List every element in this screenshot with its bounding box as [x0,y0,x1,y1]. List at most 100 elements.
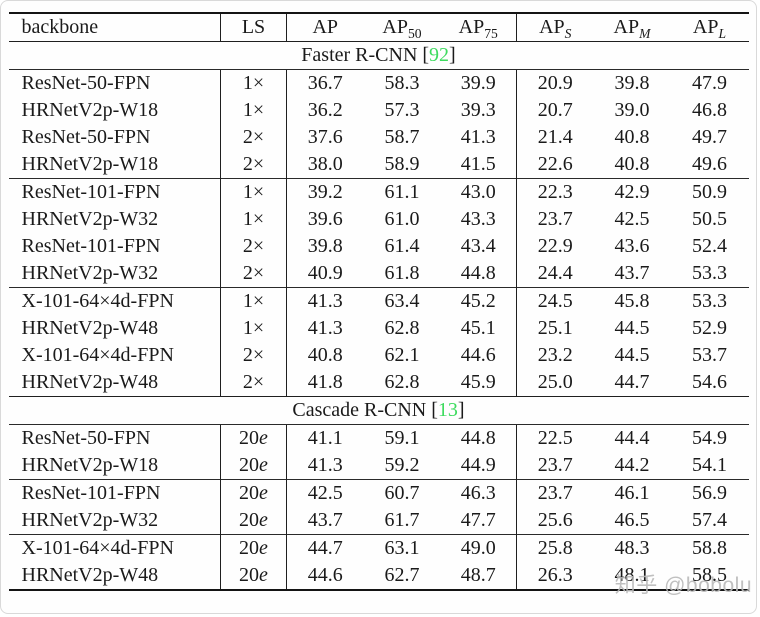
metric-cell-aps: 23.7 [516,479,594,507]
metric-cell-ap50: 58.7 [384,126,420,148]
metric-cell-apl: 50.9 [670,178,749,206]
ls-cell: 2× [220,260,287,288]
metric-cell-ap75: 46.3 [440,479,517,507]
ls-cell: 2× [220,233,287,260]
metric-cell-ap: 42.5 [286,479,364,507]
metric-cell-apm: 39.8 [593,69,671,97]
metric-cell-aps: 22.3 [516,178,594,206]
metric-cell-ap50: 63.1 [363,534,441,562]
ls-cell: 1× [220,287,287,315]
metric-cell-ap: 39.6 [286,206,364,233]
metric-cell-apl: 53.7 [692,344,727,366]
metric-cell-apl: 57.4 [692,509,727,531]
metric-cell-apm: 48.1 [614,564,650,586]
metric-cell-ap75: 43.0 [440,178,517,206]
metric-cell-aps: 23.2 [516,342,594,369]
metric-cell-ap75: 44.8 [460,262,496,284]
section-title-row: Faster R-CNN [92] [8,41,749,70]
metric-cell-apm: 44.2 [614,454,650,476]
metric-cell-apm: 48.3 [593,534,671,562]
metric-cell-aps: 22.9 [516,233,594,260]
metric-cell-apl: 50.5 [692,208,727,230]
ls-cell: 2× [220,342,287,369]
metric-cell-ap75: 39.3 [460,99,496,121]
metric-cell-ap50: 60.7 [363,479,441,507]
metric-cell-ap50: 62.1 [384,344,420,366]
metric-cell-apm: 40.8 [614,126,650,148]
metric-cell-ap75: 41.3 [460,126,496,148]
metric-cell-ap50: 62.8 [384,317,420,339]
column-header-ap: AP [286,13,364,42]
metric-cell-ap75: 45.9 [460,371,496,393]
metric-cell-ap: 41.3 [286,287,364,315]
backbone-cell: HRNetV2p-W48 [21,564,159,586]
metric-cell-ap50: 62.8 [384,371,420,393]
metric-cell-apl: 53.3 [670,287,749,315]
metric-cell-ap: 41.3 [286,452,364,480]
table-row: HRNetV2p-W32 1× 39.6 61.0 43.3 23.7 42.5 50.5 [9,206,749,233]
metric-cell-aps: 22.5 [516,424,594,452]
column-header-ap50: AP50 [382,16,422,41]
backbone-cell: ResNet-101-FPN [21,235,161,257]
table-row: HRNetV2p-W48 1× 41.3 62.8 45.1 25.1 44.5 52.9 [9,315,749,342]
table-row: HRNetV2p-W18 2× 38.0 58.9 41.5 22.6 40.8 49.6 [9,151,749,179]
metric-cell-apm: 42.5 [614,208,650,230]
metric-cell-apm: 44.5 [614,344,650,366]
metric-cell-ap50: 57.3 [384,99,420,121]
metric-cell-ap: 44.7 [286,534,364,562]
metric-cell-ap50: 58.3 [363,69,441,97]
ls-cell: 20e [220,507,287,535]
metric-cell-ap75: 44.8 [440,424,517,452]
metric-cell-ap50: 58.9 [384,153,420,175]
table-row: X-101-64×4d-FPN 1× 41.3 63.4 45.2 24.5 45.8 53.… [8,287,749,315]
metric-cell-ap: 37.6 [286,124,364,151]
metric-cell-ap: 39.2 [286,178,364,206]
metric-cell-ap: 40.9 [286,260,364,288]
metric-cell-ap: 43.7 [286,507,364,535]
ls-cell: 1× [220,315,287,342]
ls-cell: 20e [220,562,287,590]
metric-cell-apl: 49.7 [692,126,727,148]
metric-cell-aps: 20.9 [516,69,594,97]
metric-cell-apl: 58.5 [692,564,727,586]
table-row: ResNet-50-FPN 1× 36.7 58.3 39.9 20.9 39.8 47.9 [8,69,749,97]
backbone-cell: X-101-64×4d-FPN [8,287,221,315]
metric-cell-ap: 41.3 [286,315,364,342]
backbone-cell: ResNet-50-FPN [21,126,151,148]
metric-cell-ap75: 39.9 [440,69,517,97]
metric-cell-apl: 54.9 [670,424,749,452]
results-table: backbone LS AP AP50 AP75 APS APM APL Faster R-C… [8,12,749,591]
metric-cell-apl: 52.4 [692,235,727,257]
table-row: HRNetV2p-W48 20e 44.6 62.7 48.7 26.3 48.1 58.5 [9,562,749,590]
metric-cell-apm: 44.7 [614,371,650,393]
metric-cell-apl: 54.1 [692,454,727,476]
table-row: ResNet-50-FPN 20e 41.1 59.1 44.8 22.5 44.4 54.9 [8,424,749,452]
ls-cell: 1× [220,97,287,124]
table-row: X-101-64×4d-FPN 2× 40.8 62.1 44.6 23.2 44.5 53.… [9,342,749,369]
backbone-cell: ResNet-101-FPN [8,479,221,507]
metric-cell-apm: 45.8 [593,287,671,315]
metric-cell-apl: 47.9 [670,69,749,97]
metric-cell-aps: 20.7 [516,97,594,124]
metric-cell-aps: 26.3 [516,562,594,590]
ls-cell: 2× [220,369,287,397]
table-row: HRNetV2p-W18 1× 36.2 57.3 39.3 20.7 39.0 46.8 [9,97,749,124]
metric-cell-ap50: 59.1 [363,424,441,452]
metric-cell-apl: 53.3 [692,262,727,284]
metric-cell-ap: 36.7 [286,69,364,97]
backbone-cell: HRNetV2p-W32 [21,262,159,284]
metric-cell-apm: 42.9 [593,178,671,206]
metric-cell-ap75: 44.9 [460,454,496,476]
table-row: HRNetV2p-W18 20e 41.3 59.2 44.9 23.7 44.2 54.1 [9,452,749,480]
metric-cell-aps: 23.7 [516,452,594,480]
metric-cell-ap75: 41.5 [460,153,496,175]
metric-cell-ap50: 59.2 [384,454,420,476]
column-header-backbone: backbone [21,16,99,38]
backbone-cell: HRNetV2p-W48 [21,317,159,339]
table-row: ResNet-50-FPN 2× 37.6 58.7 41.3 21.4 40.8 49.7 [9,124,749,151]
metric-cell-ap: 39.8 [286,233,364,260]
section-title-row: Cascade R-CNN [13] [8,396,749,425]
backbone-cell: X-101-64×4d-FPN [8,534,221,562]
citation-number: 92 [429,44,450,66]
